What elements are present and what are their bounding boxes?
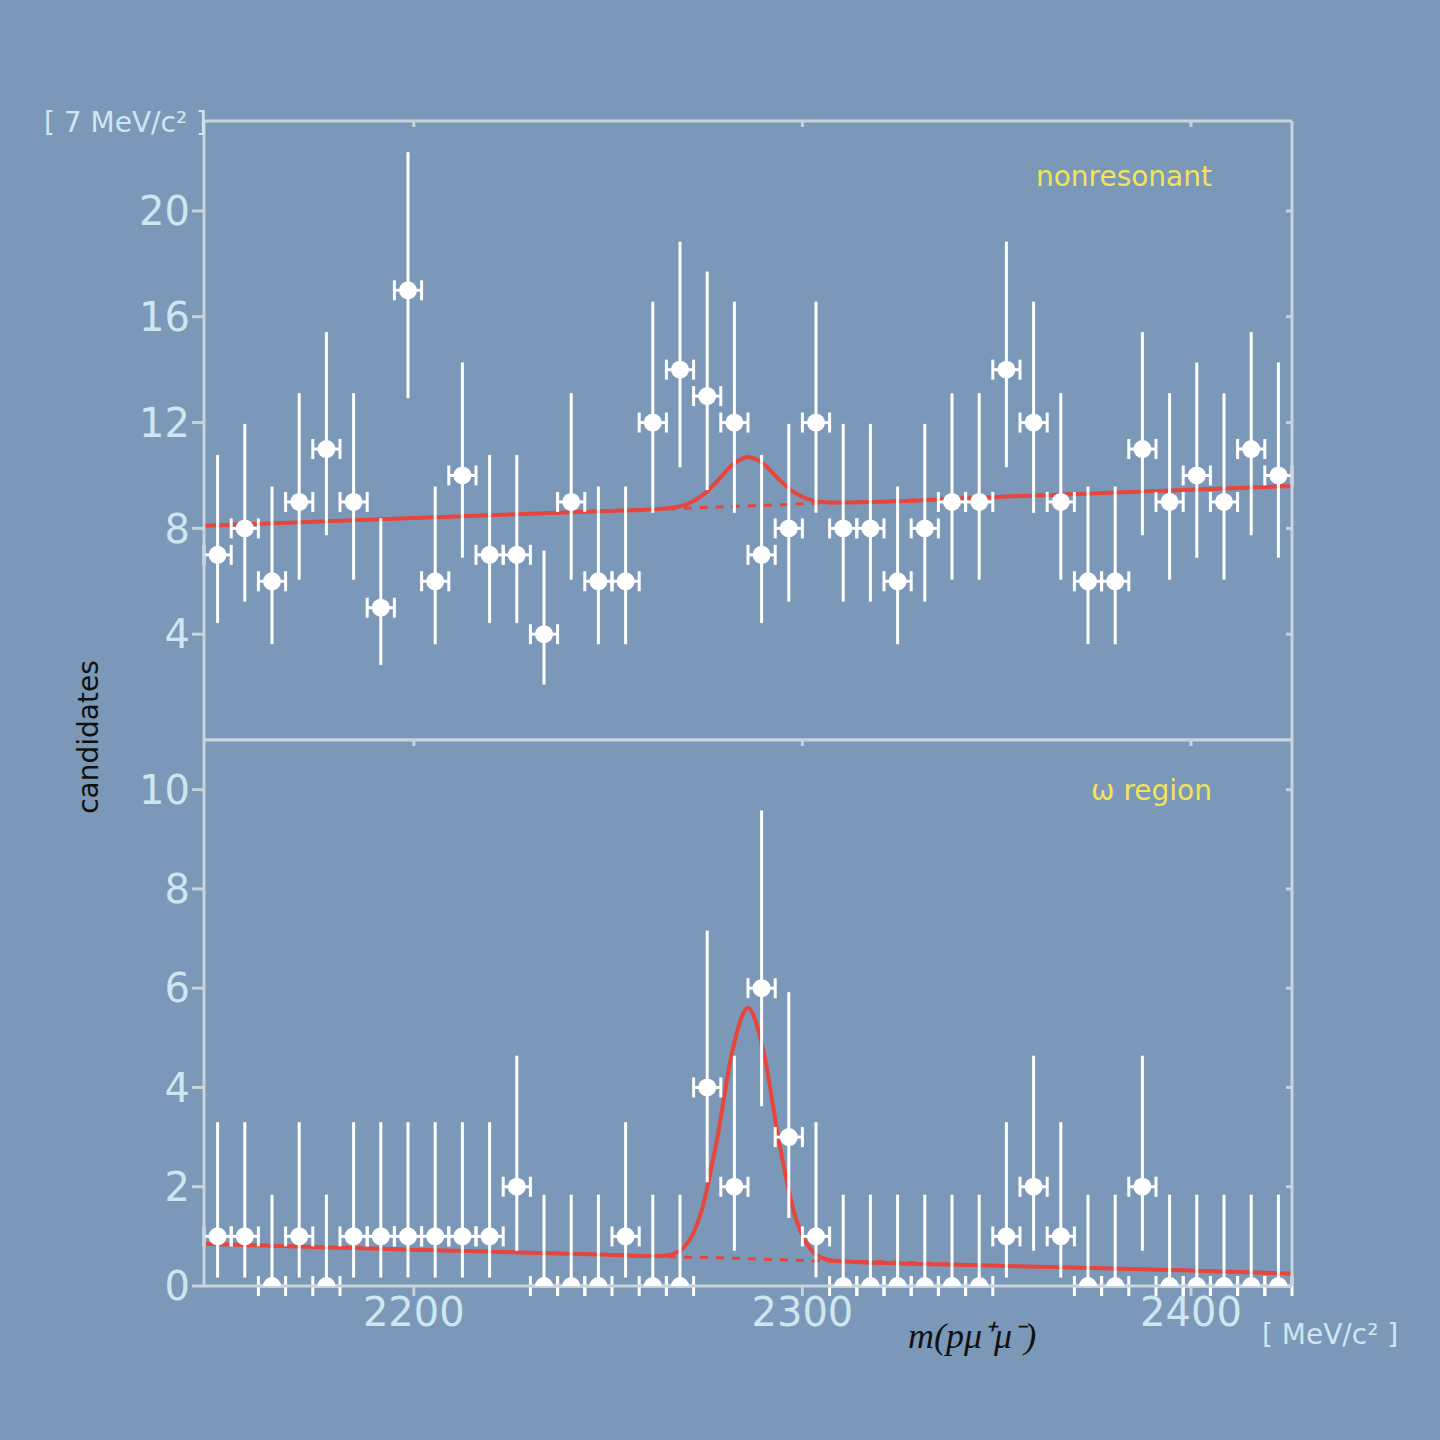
svg-text:2400: 2400	[1140, 1289, 1242, 1335]
svg-text:8: 8	[165, 506, 190, 552]
html-text:m(pμ⁺μ⁻): m(pμ⁺μ⁻)	[908, 1316, 1037, 1356]
html-text:candidates: candidates	[71, 660, 105, 814]
html-text:ω region: ω region	[1091, 774, 1212, 807]
svg-text:4: 4	[165, 611, 190, 657]
html-text:[ 7 MeV/c² ]: [ 7 MeV/c² ]	[44, 106, 207, 139]
svg-text:10: 10	[139, 767, 190, 813]
svg-text:12: 12	[139, 400, 190, 446]
svg-text:20: 20	[139, 188, 190, 234]
html-text:nonresonant: nonresonant	[1035, 160, 1212, 193]
svg-text:0: 0	[165, 1263, 190, 1309]
html-text:[ MeV/c² ]: [ MeV/c² ]	[1262, 1318, 1399, 1351]
svg-text:2: 2	[165, 1164, 190, 1210]
svg-text:2300: 2300	[752, 1289, 854, 1335]
svg-text:16: 16	[139, 294, 190, 340]
svg-text:8: 8	[165, 866, 190, 912]
svg-text:2200: 2200	[363, 1289, 465, 1335]
svg-text:4: 4	[165, 1065, 190, 1111]
svg-text:6: 6	[165, 965, 190, 1011]
